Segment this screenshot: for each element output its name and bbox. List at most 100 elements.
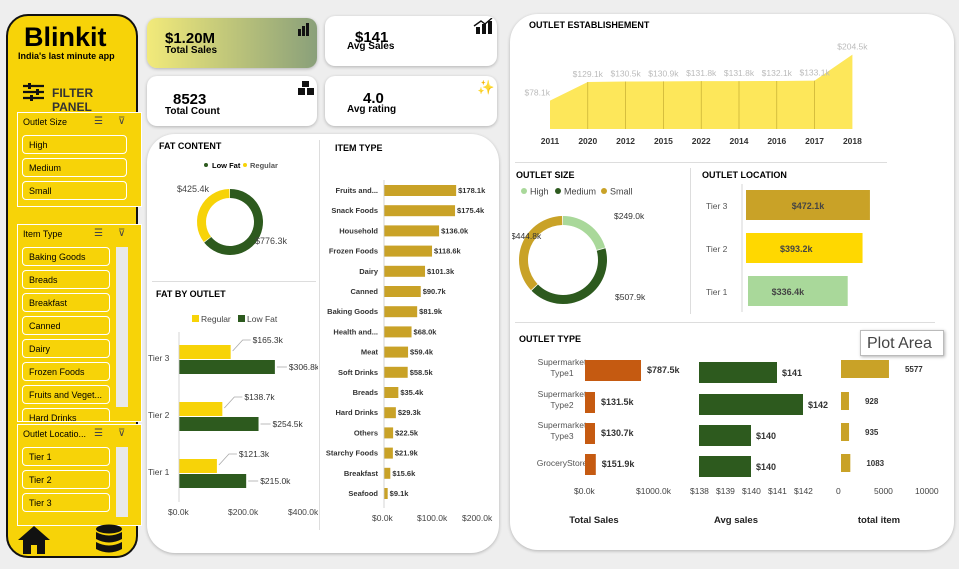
- slicer-item[interactable]: Breads: [22, 270, 110, 289]
- brand-tagline: India's last minute app: [18, 51, 115, 61]
- axis-tick-label: $0.0k: [168, 507, 190, 517]
- database-icon[interactable]: [94, 524, 124, 563]
- boxes-icon: [297, 80, 315, 101]
- data-label: 935: [865, 428, 879, 437]
- kpi-value: $141: [355, 29, 389, 46]
- pie-slice-regular: [197, 189, 230, 243]
- axis-tick-label: Seafood: [348, 489, 378, 498]
- legend-marker-low-fat: [238, 315, 245, 322]
- slicer-item[interactable]: Hard Drinks: [22, 408, 110, 421]
- slicer-item[interactable]: Breakfast: [22, 293, 110, 312]
- bar-avg-sales: [699, 362, 777, 383]
- axis-tick-label: 10000: [915, 486, 939, 496]
- legend-label-regular: Regular: [250, 161, 278, 170]
- data-label: $131.5k: [601, 397, 635, 407]
- legend-label-high: High: [530, 187, 549, 197]
- axis-tick-label: 2011: [541, 136, 560, 146]
- data-label: $129.1k: [573, 69, 604, 79]
- slicer-item-medium[interactable]: Medium: [22, 158, 127, 177]
- clear-filter-icon[interactable]: ⊽: [118, 228, 126, 239]
- axis-tick-label: $139: [716, 486, 735, 496]
- data-label: $68.0k: [414, 327, 438, 336]
- clear-filter-icon[interactable]: ⊽: [118, 428, 126, 439]
- slicer-item-small[interactable]: Small: [22, 181, 127, 200]
- slicer-title: Outlet Locatio...: [23, 429, 87, 439]
- bar-regular: [179, 402, 223, 416]
- data-label: $178.1k: [458, 186, 486, 195]
- home-icon[interactable]: [16, 524, 52, 561]
- data-label: $140: [756, 462, 776, 472]
- multi-select-icon[interactable]: ☰: [94, 428, 103, 439]
- fat-content-title: FAT CONTENT: [159, 141, 222, 151]
- data-label: $136.0k: [441, 226, 469, 235]
- axis-tick-label: Canned: [350, 287, 378, 296]
- panel-divider: [319, 140, 320, 530]
- data-label: $204.5k: [837, 42, 868, 52]
- multi-select-icon[interactable]: ☰: [94, 228, 103, 239]
- axis-tick-label: 5000: [874, 486, 893, 496]
- slicer-scrollbar[interactable]: [116, 447, 128, 517]
- multi-select-icon[interactable]: ☰: [94, 116, 103, 127]
- leader-line: [224, 396, 243, 409]
- slicer-scrollbar[interactable]: [116, 247, 128, 407]
- data-label: $142: [808, 400, 828, 410]
- axis-tick-label: Breakfast: [344, 469, 379, 478]
- outlet-size-slicer: Outlet Size ☰ ⊽ High Medium Small: [17, 112, 142, 207]
- axis-tick-label: Dairy: [359, 267, 379, 276]
- bar: [384, 346, 409, 358]
- axis-title: total item: [858, 515, 900, 526]
- data-label: $165.3k: [253, 335, 284, 345]
- slicer-item[interactable]: Frozen Foods: [22, 362, 110, 381]
- slicer-item-high[interactable]: High: [22, 135, 127, 154]
- data-label: 928: [865, 397, 879, 406]
- axis-tick-label: Tier 2: [706, 244, 728, 254]
- kpi-value: 8523: [173, 91, 207, 108]
- bar: [384, 427, 394, 439]
- slicer-item[interactable]: Canned: [22, 316, 110, 335]
- data-label: $254.5k: [273, 419, 304, 429]
- data-label: $101.3k: [427, 267, 455, 276]
- slicer-item[interactable]: Fruits and Veget...: [22, 385, 110, 404]
- bar: [746, 233, 863, 263]
- slicer-item[interactable]: Tier 1: [22, 447, 110, 466]
- legend-label-low-fat: Low Fat: [212, 161, 241, 170]
- data-label: $118.6k: [434, 247, 462, 256]
- leader-line: [232, 339, 251, 352]
- bar-chart-icon: [297, 22, 311, 41]
- bar-total-sales: [585, 360, 642, 381]
- data-label: $29.3k: [398, 408, 422, 417]
- data-label: $81.9k: [419, 307, 443, 316]
- axis-tick-label: $200.0k: [228, 507, 259, 517]
- pie-slice-high: [563, 216, 606, 251]
- kpi-total-count: 8523 Total Count: [147, 76, 317, 126]
- axis-title: Total Sales: [569, 515, 618, 526]
- axis-tick-label: 2022: [692, 136, 711, 146]
- data-label-small: $444.8k: [512, 231, 542, 241]
- fat-donut: [197, 189, 263, 255]
- slicer-item[interactable]: Baking Goods: [22, 247, 110, 266]
- data-label: $787.5k: [647, 365, 681, 375]
- axis-tick-label: Supermarket Type3: [538, 420, 587, 441]
- filter-panel-label: FILTER PANEL: [52, 86, 94, 114]
- axis-tick-label: Meat: [361, 348, 379, 357]
- axis-tick-label: Supermarket Type1: [538, 357, 587, 378]
- axis-tick-label: $142: [794, 486, 813, 496]
- clear-filter-icon[interactable]: ⊽: [118, 116, 126, 127]
- data-label: $58.5k: [410, 368, 434, 377]
- bar: [384, 205, 456, 217]
- slicer-item[interactable]: Dairy: [22, 339, 110, 358]
- data-label-medium: $507.9k: [615, 292, 646, 302]
- data-label: $175.4k: [457, 206, 485, 215]
- data-label: $132.1k: [762, 68, 793, 78]
- pie-slice-low-fat: [204, 189, 263, 255]
- slicer-title: Outlet Size: [23, 117, 68, 127]
- data-label: $121.3k: [239, 449, 270, 459]
- axis-tick-label: Household: [339, 226, 378, 235]
- legend-marker-regular: [243, 163, 247, 167]
- data-label: $35.4k: [400, 388, 424, 397]
- slicer-item[interactable]: Tier 2: [22, 470, 110, 489]
- axis-tick-label: Tier 2: [148, 410, 170, 420]
- brand-logo: Blinkit: [24, 22, 107, 52]
- data-label-regular: $425.4k: [177, 184, 210, 194]
- slicer-item[interactable]: Tier 3: [22, 493, 110, 512]
